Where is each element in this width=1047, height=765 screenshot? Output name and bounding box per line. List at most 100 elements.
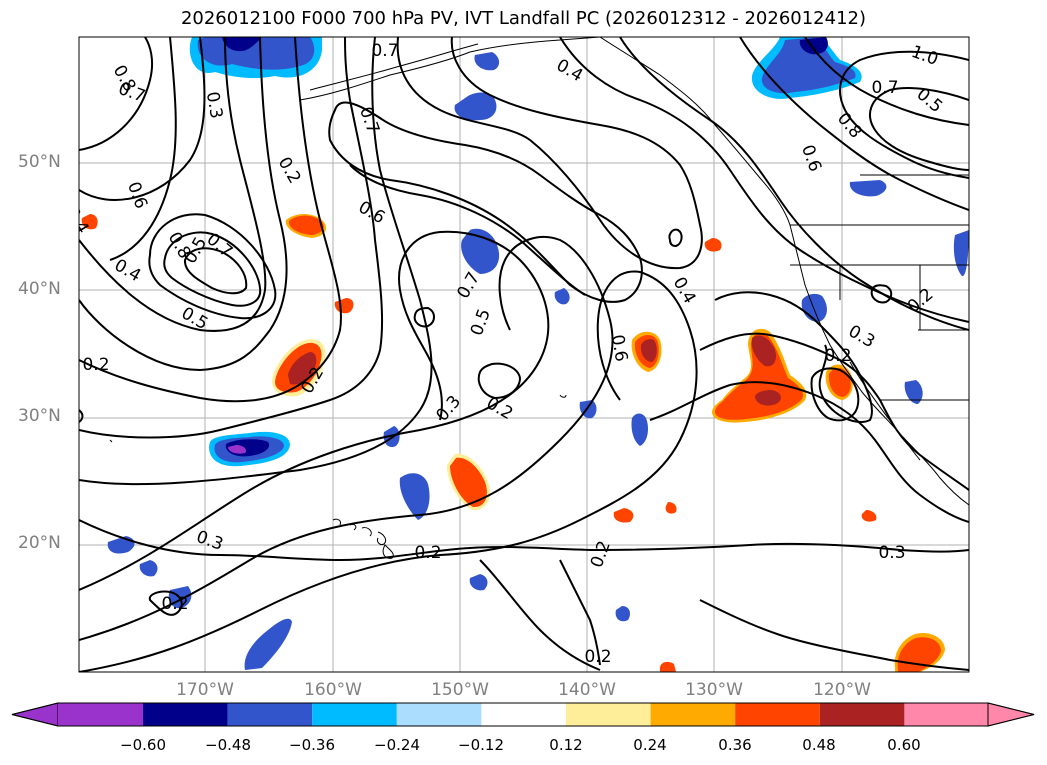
coastlines <box>109 37 969 559</box>
pos-blob <box>81 214 98 230</box>
colorbar-segment <box>481 703 566 726</box>
map-background <box>79 37 969 672</box>
contour-label: 0.2 <box>584 647 611 667</box>
neg-blob <box>139 560 158 577</box>
contour-line <box>559 37 969 323</box>
neg-blob <box>222 37 262 52</box>
map-title: 2026012100 F000 700 hPa PV, IVT Landfall… <box>180 8 867 29</box>
colorbar-segment <box>312 703 397 726</box>
lon-label-140w: 140°W <box>558 680 616 700</box>
colorbar-segment <box>904 703 988 726</box>
contour-line <box>839 50 969 179</box>
colorbar-tick-label: 0.60 <box>887 736 921 754</box>
colorbar-segment <box>227 703 313 726</box>
colorbar-segment <box>650 703 736 726</box>
contour-line <box>79 409 84 423</box>
contour-line <box>148 590 183 616</box>
pos-blob <box>660 661 676 672</box>
contour-line <box>79 519 969 562</box>
contour-line <box>79 235 614 641</box>
neg-blob <box>383 426 400 448</box>
colorbar <box>11 702 1035 727</box>
colorbar-segment <box>58 703 143 726</box>
contour-line <box>619 37 969 331</box>
contour-line <box>810 367 860 422</box>
colorbar-segment <box>396 703 482 726</box>
neg-blob <box>554 288 570 305</box>
lon-label-130w: 130°W <box>685 680 743 700</box>
contour-label: 0.7 <box>871 78 898 98</box>
north-america-west-coast <box>599 37 969 506</box>
colorbar-tick-label: −0.24 <box>374 736 420 754</box>
hawaii-islands <box>332 518 394 559</box>
contour-label: 0.2 <box>824 346 851 366</box>
contour-line <box>79 37 154 151</box>
contour-line <box>79 270 698 672</box>
state-borders <box>790 224 969 331</box>
colorbar-extend-max <box>987 702 1035 727</box>
lon-label-150w: 150°W <box>431 680 489 700</box>
contour-line <box>739 37 969 211</box>
aleutian-coast <box>309 43 479 91</box>
colorbar-segment <box>566 703 651 726</box>
neg-blob <box>469 574 488 591</box>
small-islands <box>109 394 567 443</box>
contour-line <box>559 559 601 666</box>
pv-contours <box>79 37 969 672</box>
neg-blob <box>228 445 246 454</box>
contour-line <box>148 213 277 320</box>
contour-line <box>163 231 262 307</box>
contour-label: 0.2 <box>161 594 188 614</box>
colorbar-tick-label: 0.24 <box>633 736 667 754</box>
neg-blob <box>399 473 430 520</box>
contour-line <box>869 87 969 171</box>
pos-blob <box>861 510 877 522</box>
contour-label: 0.6 <box>607 333 631 363</box>
colorbar-segment <box>735 703 820 726</box>
contour-line <box>349 164 586 296</box>
contour-line <box>668 228 683 248</box>
baja-coast <box>849 361 921 461</box>
contour-line <box>649 381 969 523</box>
neg-blob <box>474 52 500 71</box>
pos-blob <box>828 368 851 397</box>
colorbar-outline <box>11 702 1035 727</box>
pos-blob <box>704 238 722 252</box>
map-panel: 0.70.80.7 0.30.4 1.00.7 0.50.80.60.60.70.20… <box>78 36 970 673</box>
pos-blob <box>640 339 657 362</box>
contour-label: 0.3 <box>878 543 905 563</box>
pos-blob <box>613 508 634 523</box>
contour-line <box>79 230 550 591</box>
contour-line <box>699 599 969 671</box>
contour-line <box>479 559 601 671</box>
contour-line <box>79 37 288 372</box>
neg-blob <box>761 37 856 94</box>
contour-line <box>328 101 643 303</box>
contour-label: 0.3 <box>202 90 226 120</box>
pos-blob <box>755 390 781 406</box>
pos-blob <box>288 215 324 235</box>
neg-blob <box>849 180 887 197</box>
contour-line <box>79 37 433 486</box>
pos-blob <box>715 333 803 420</box>
colorbar-extend-min <box>11 702 59 727</box>
colorbar-tick-label: 0.36 <box>718 736 752 754</box>
colorbar-segment <box>819 703 905 726</box>
lat-label-30n: 30°N <box>18 406 61 426</box>
colorbar-tick-label: −0.48 <box>205 736 251 754</box>
neg-blob <box>244 618 292 670</box>
map-frame <box>78 36 970 673</box>
alaska-peninsula-coast <box>299 37 601 101</box>
contour-label: 0.7 <box>371 41 398 61</box>
contour-line <box>870 284 893 304</box>
contour-line <box>396 37 703 270</box>
lat-label-50n: 50°N <box>18 152 61 172</box>
neg-blob <box>615 606 630 622</box>
contour-line <box>79 37 384 439</box>
lat-label-40n: 40°N <box>18 279 61 299</box>
contour-line <box>477 362 522 400</box>
pos-blob <box>665 502 677 514</box>
pos-blob <box>751 335 776 367</box>
contour-line <box>714 291 873 423</box>
